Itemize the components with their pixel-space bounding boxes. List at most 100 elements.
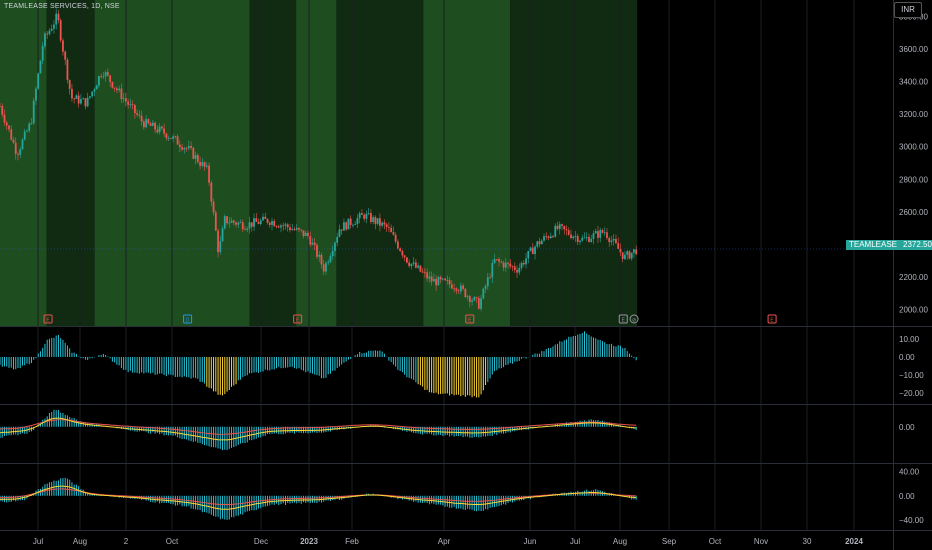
candle-body-62 <box>138 114 141 116</box>
candle-body-131 <box>293 228 296 230</box>
candle-body-38 <box>84 98 87 107</box>
candle-body-239 <box>536 241 539 247</box>
candle-body-139 <box>311 242 314 245</box>
candle-body-274 <box>615 238 617 244</box>
candle-body-46 <box>102 76 105 78</box>
candle-body-13 <box>28 123 31 131</box>
background-band-1 <box>46 0 95 326</box>
time-axis-label-10: Aug <box>613 537 627 546</box>
candle-body-78 <box>174 136 177 138</box>
candle-body-243 <box>545 236 548 237</box>
candle-body-10 <box>21 139 24 150</box>
candle-body-251 <box>563 225 566 230</box>
candle-body-124 <box>277 226 280 228</box>
candle-body-271 <box>608 237 611 243</box>
candle-body-152 <box>340 229 343 231</box>
candle-body-224 <box>502 262 505 268</box>
price-candles <box>0 8 893 312</box>
candle-body-89 <box>199 162 201 166</box>
candle-body-276 <box>619 248 622 253</box>
candle-body-137 <box>307 232 309 237</box>
candle-body-21 <box>46 33 49 35</box>
candle-body-98 <box>219 241 222 253</box>
candle-body-260 <box>583 237 586 239</box>
candle-body-102 <box>228 222 231 224</box>
candle-body-116 <box>259 220 262 224</box>
candle-body-164 <box>367 213 370 214</box>
signal-line-1 <box>0 419 637 435</box>
currency-badge[interactable]: INR <box>894 2 922 18</box>
background-band-5 <box>336 0 424 326</box>
candle-body-129 <box>289 227 291 231</box>
indicator-axis-tick-2-1: 0.00 <box>899 492 915 501</box>
candle-body-101 <box>226 216 228 224</box>
price-axis-tick-1: 3600.00 <box>899 45 928 54</box>
candle-body-142 <box>318 254 321 257</box>
background-bands <box>0 0 638 326</box>
candle-body-264 <box>592 233 595 239</box>
candle-body-262 <box>588 236 590 242</box>
candle-body-75 <box>167 138 170 139</box>
candle-body-170 <box>381 222 384 226</box>
candle-body-172 <box>385 224 388 228</box>
background-band-6 <box>423 0 511 326</box>
candle-body-281 <box>630 252 633 259</box>
time-axis-label-4: Dec <box>254 537 268 546</box>
candle-body-179 <box>401 251 404 256</box>
event-marker-label-3: E <box>468 318 472 324</box>
candle-body-173 <box>388 227 390 228</box>
candle-body-168 <box>376 218 379 224</box>
candle-body-48 <box>107 72 109 76</box>
candle-body-67 <box>149 123 152 126</box>
candle-body-40 <box>89 96 91 98</box>
candle-body-250 <box>561 224 563 226</box>
candle-body-23 <box>50 28 53 31</box>
candle-body-4 <box>8 125 10 130</box>
indicator-axis-tick-0-2: −10.00 <box>899 371 924 380</box>
candle-body-209 <box>468 296 471 302</box>
candle-body-25 <box>55 13 58 25</box>
time-axis-label-7: Apr <box>438 537 451 546</box>
price-axis-tick-9: 2000.00 <box>899 306 928 315</box>
candle-body-119 <box>266 218 269 223</box>
candle-body-157 <box>352 224 354 226</box>
candle-body-153 <box>343 222 345 231</box>
time-axis-label-3: Oct <box>166 537 179 546</box>
candle-body-208 <box>466 296 469 297</box>
candle-body-234 <box>525 258 527 265</box>
time-axis-label-0: Jul <box>33 537 43 546</box>
candle-body-115 <box>257 221 260 224</box>
candle-body-169 <box>379 218 381 226</box>
event-marker-label-0: E <box>46 318 50 324</box>
candle-body-235 <box>527 250 530 259</box>
candle-body-111 <box>248 222 251 229</box>
candle-body-228 <box>511 266 514 268</box>
candle-body-204 <box>457 290 460 292</box>
candle-body-132 <box>295 227 298 230</box>
candle-body-266 <box>597 231 599 238</box>
candle-body-244 <box>547 236 550 239</box>
price-axis-tick-6: 2600.00 <box>899 208 928 217</box>
candle-body-160 <box>358 213 361 219</box>
candle-body-33 <box>73 98 76 100</box>
candle-body-32 <box>71 88 73 99</box>
candle-body-100 <box>223 216 226 229</box>
candle-body-7 <box>14 142 17 154</box>
candle-body-103 <box>230 220 233 223</box>
candle-body-215 <box>482 288 485 299</box>
candle-body-18 <box>39 60 42 74</box>
candle-body-140 <box>313 242 316 245</box>
candle-body-194 <box>435 278 438 286</box>
event-marker-label-4: E <box>622 318 626 324</box>
candle-body-85 <box>190 145 192 148</box>
candle-body-156 <box>349 218 352 226</box>
candle-body-205 <box>459 285 462 292</box>
candle-body-210 <box>471 300 473 302</box>
last-price-tag: TEAMLEASE 2372.50 <box>846 240 932 250</box>
background-band-4 <box>296 0 337 326</box>
time-axis-label-1: Aug <box>73 537 87 546</box>
event-markers: E D E E E ⊘ E <box>43 314 777 324</box>
candle-body-222 <box>498 259 500 262</box>
candle-body-147 <box>329 256 332 262</box>
